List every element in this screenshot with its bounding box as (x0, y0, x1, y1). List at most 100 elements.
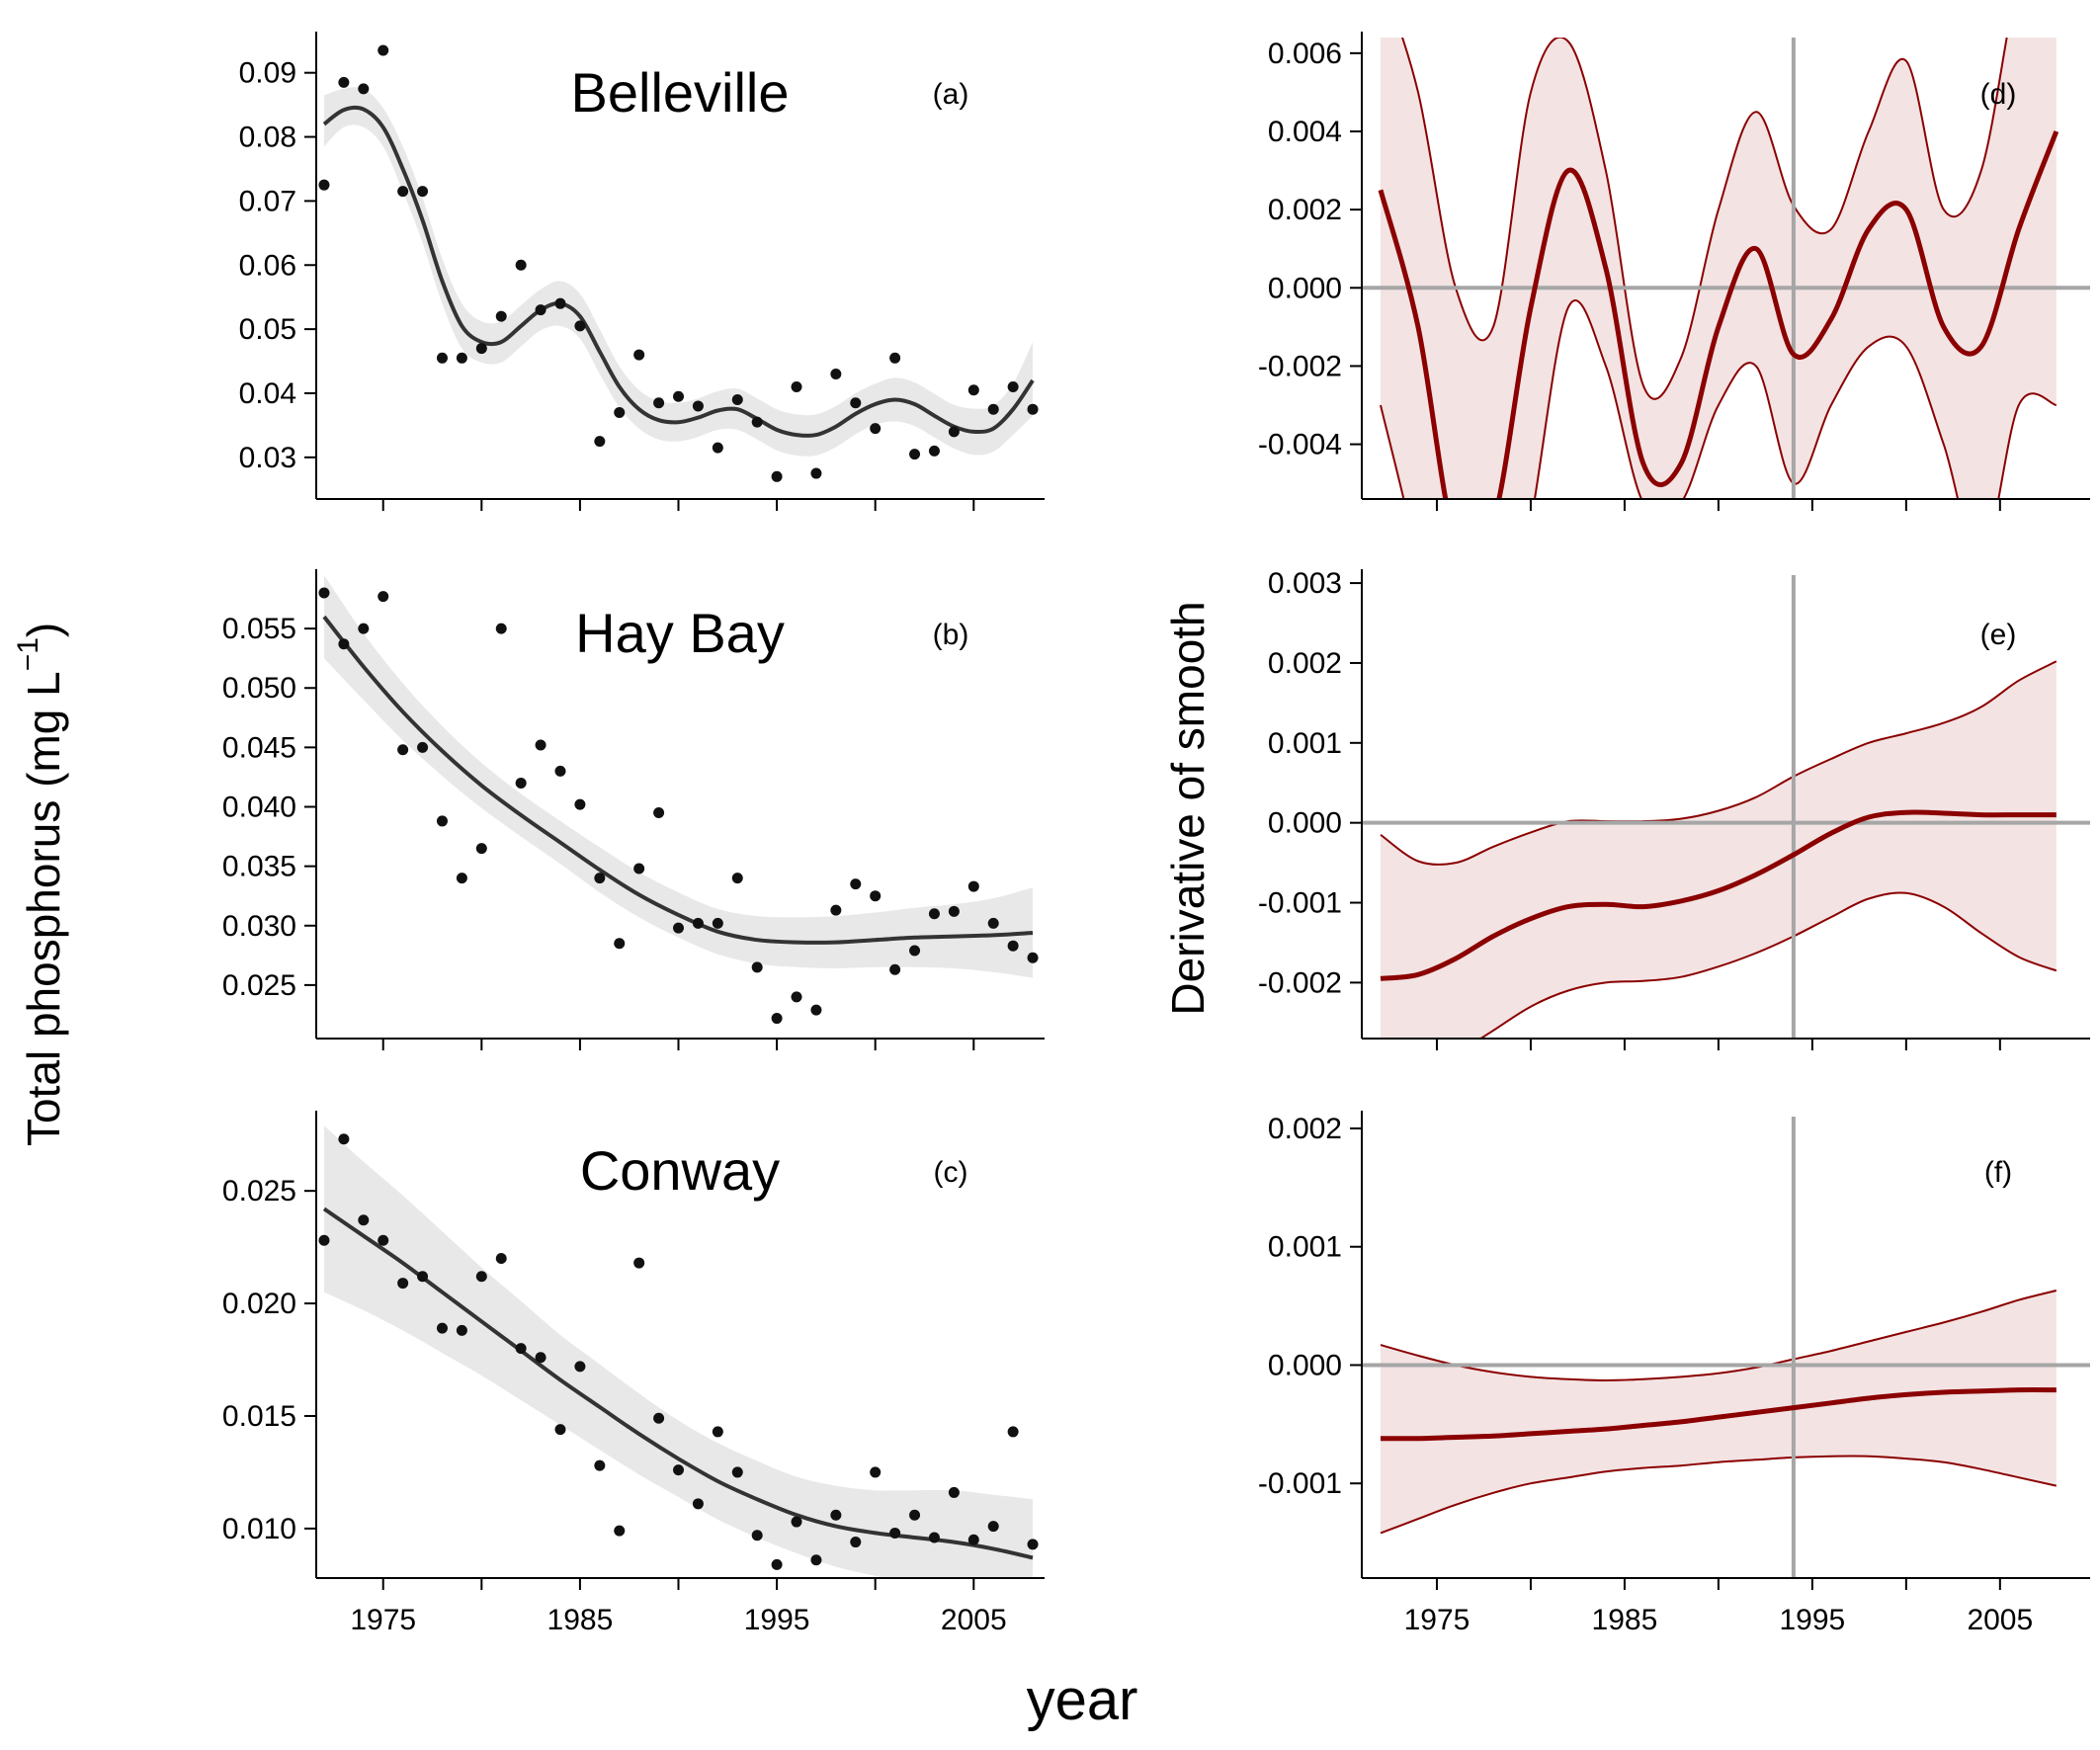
y-tick-label: 0.001 (1268, 727, 1342, 760)
data-point (810, 1554, 822, 1566)
data-point (475, 1271, 487, 1283)
data-point (515, 777, 527, 789)
data-point (417, 741, 429, 753)
data-point (712, 1426, 723, 1438)
data-point (436, 815, 448, 827)
axes: -0.004 -0.002 0.000 0.002 0.004 0.006 (1258, 32, 2090, 511)
data-point (948, 1486, 960, 1498)
y-tick-label: 0.001 (1268, 1231, 1342, 1264)
y-tick-label: 0.050 (222, 672, 296, 705)
data-point (889, 963, 901, 975)
y-tick-label: 0.06 (239, 249, 296, 282)
smooth-line (322, 1207, 1034, 1560)
data-point (1027, 952, 1039, 963)
data-point (928, 908, 940, 920)
data-point (771, 470, 783, 482)
y-tick-label: -0.001 (1258, 1467, 1342, 1500)
data-point (889, 1527, 901, 1539)
data-point (1027, 403, 1039, 415)
x-tick-label: 1975 (1404, 1604, 1470, 1636)
y-tick-label: 0.045 (222, 731, 296, 764)
data-point (338, 638, 350, 650)
y-tick-label: 0.08 (239, 122, 296, 154)
panel-letter: (a) (933, 78, 969, 111)
y-tick-label: -0.004 (1258, 429, 1342, 461)
derivative-line (1378, 130, 2059, 499)
data-point (417, 186, 429, 198)
panel-letter: (c) (934, 1156, 968, 1189)
confidence-band (1381, 1291, 2057, 1534)
data-point (358, 83, 370, 95)
data-point (751, 961, 763, 973)
data-point (830, 1509, 842, 1521)
y-tick-label: 0.000 (1268, 1349, 1342, 1381)
data-point (515, 1343, 527, 1355)
panel-b: 0.025 0.030 0.035 0.040 0.045 0.050 0.055 Hay B… (222, 569, 1045, 1050)
x-tick-label: 1985 (1592, 1604, 1658, 1636)
data-point (475, 343, 487, 355)
y-tick-label: 0.025 (222, 969, 296, 1002)
data-point (358, 623, 370, 634)
data-point (574, 320, 586, 332)
data-point (378, 1234, 389, 1246)
data-point (633, 349, 645, 361)
data-point (397, 186, 409, 198)
data-point (948, 426, 960, 438)
y-tick-label: 0.025 (222, 1175, 296, 1208)
confidence-band (324, 87, 1033, 457)
y-tick-label: 0.002 (1268, 194, 1342, 226)
data-point (594, 436, 606, 448)
x-tick-label: 2005 (941, 1604, 1007, 1636)
data-point (417, 1271, 429, 1283)
x-tick-label: 1995 (744, 1604, 810, 1636)
y-tick-label: 0.030 (222, 910, 296, 943)
confidence-band (1381, 38, 2057, 499)
data-point (791, 991, 802, 1003)
plot-area (1362, 38, 2090, 499)
data-point (909, 1509, 921, 1521)
data-point (771, 1558, 783, 1570)
data-point (850, 1537, 862, 1548)
plot-area (1362, 575, 2090, 1039)
data-point (987, 1521, 999, 1533)
data-point (712, 442, 723, 454)
data-point (436, 1322, 448, 1334)
data-point (338, 1133, 350, 1145)
y-tick-label: 0.010 (222, 1513, 296, 1545)
panel-f: -0.001 0.000 0.001 0.002 1975 1985 1995 2005 (f) (1258, 1111, 2090, 1636)
data-point (535, 739, 546, 751)
derivative-line (1380, 1387, 2057, 1442)
data-point (987, 917, 999, 929)
axes: 0.010 0.015 0.020 0.025 1975 1985 1995 2005 (222, 1111, 1045, 1636)
y-tick-label: 0.002 (1268, 1113, 1342, 1145)
data-point (397, 1278, 409, 1290)
panel-c: 0.010 0.015 0.020 0.025 1975 1985 1995 2005 Conw… (222, 1111, 1045, 1636)
y-tick-label: 0.000 (1268, 272, 1342, 304)
plot-area (1362, 1117, 2090, 1578)
data-point (751, 1530, 763, 1542)
data-point (338, 76, 350, 88)
confidence-band (1381, 661, 2057, 1039)
data-point (653, 1412, 665, 1424)
data-point (614, 406, 626, 418)
y-tick-label: 0.006 (1268, 38, 1342, 70)
data-point (495, 310, 507, 322)
y-tick-label: 0.055 (222, 613, 296, 645)
data-point (673, 922, 685, 934)
y-tick-label: 0.035 (222, 851, 296, 883)
data-point (554, 297, 566, 309)
x-tick-label: 1995 (1780, 1604, 1846, 1636)
data-point (967, 384, 979, 396)
data-point (1027, 1539, 1039, 1550)
data-point (673, 390, 685, 402)
data-point (712, 917, 723, 929)
data-point (378, 44, 389, 56)
data-point (653, 397, 665, 409)
data-point (673, 1464, 685, 1476)
data-point (870, 1466, 882, 1478)
data-point (967, 1534, 979, 1545)
y-tick-label: 0.015 (222, 1400, 296, 1433)
data-point (358, 1214, 370, 1226)
data-point (850, 878, 862, 890)
